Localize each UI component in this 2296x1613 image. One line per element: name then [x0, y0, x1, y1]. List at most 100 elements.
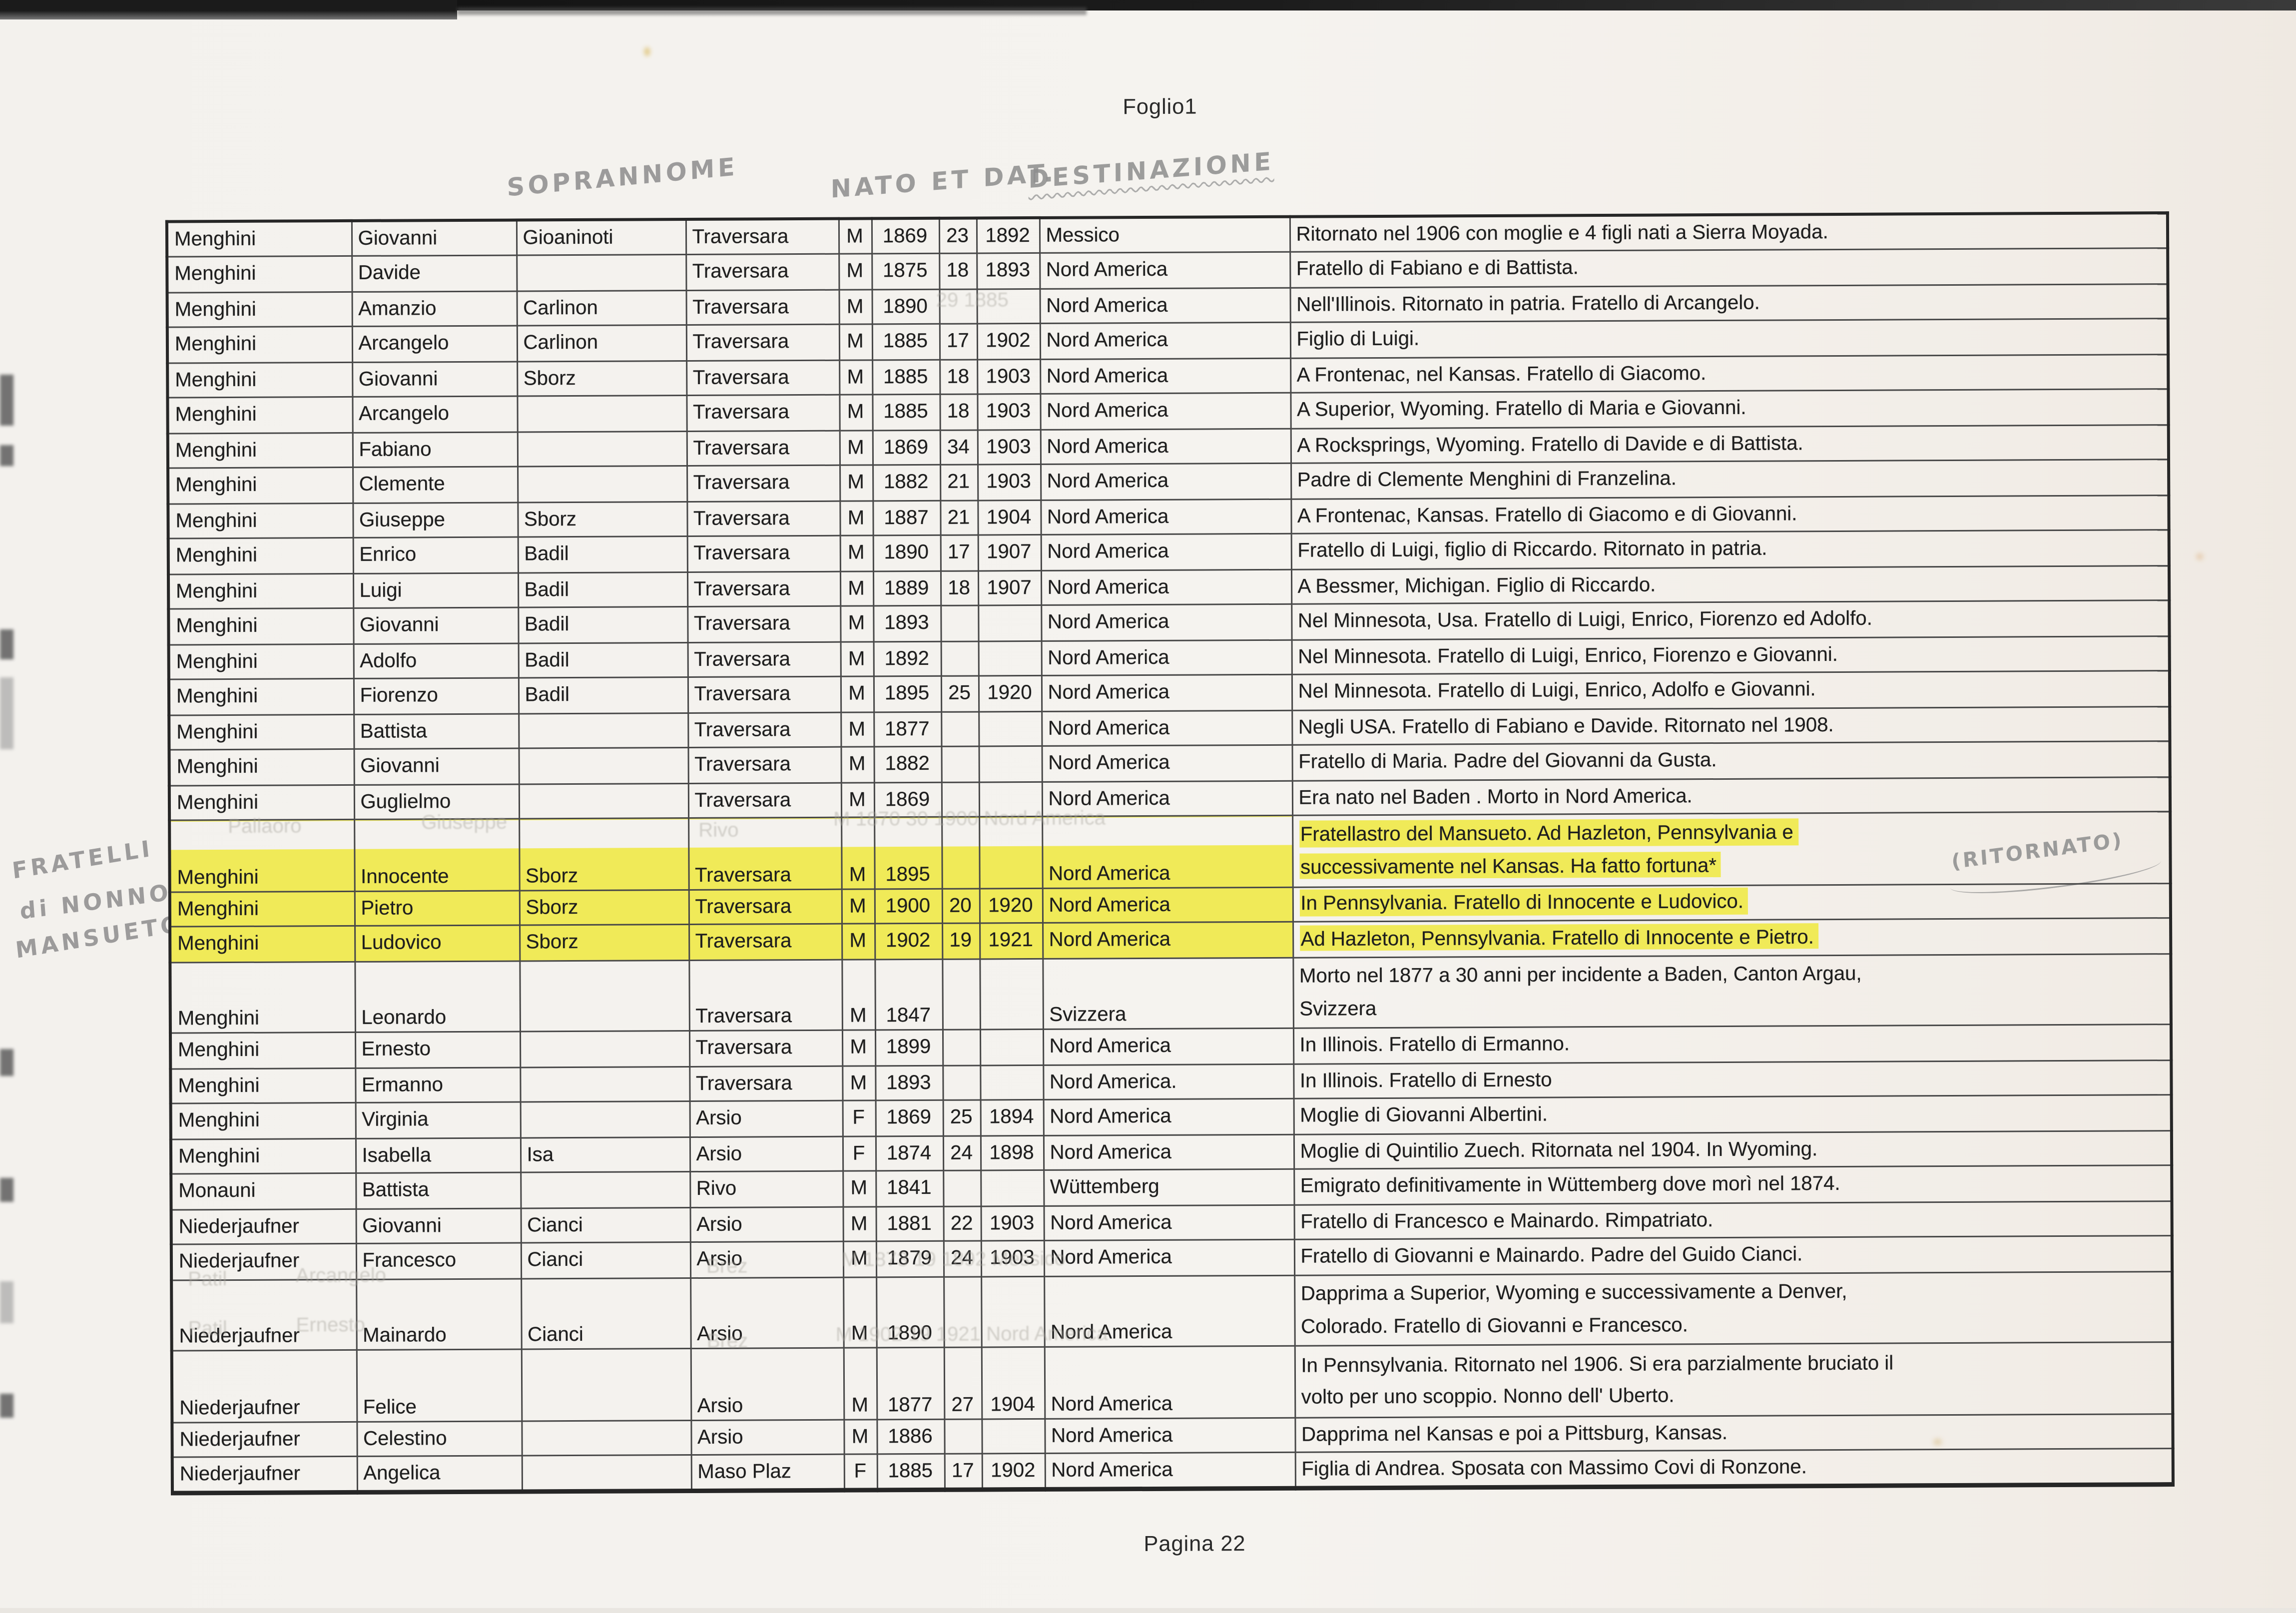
cell-age: 17 — [940, 535, 978, 570]
cell-year: 1903 — [977, 394, 1040, 430]
cell-age — [941, 711, 979, 747]
note-text: In Illinois. Fratello di Ermanno. — [1299, 1033, 1570, 1057]
binder-mark — [0, 1178, 13, 1202]
cell-nick — [521, 1420, 691, 1456]
scanner-edge-corner — [0, 0, 457, 19]
cell-nick — [517, 395, 686, 432]
cell-sex: M — [840, 676, 874, 712]
cell-age: 18 — [939, 359, 977, 395]
cell-place: Traversara — [687, 711, 841, 748]
table-row: Niederjaufner Felice Arsio M 1877 27 1904 Nord … — [171, 1342, 2173, 1422]
cell-dest: Nord America — [1040, 463, 1291, 500]
cell-sex: M — [840, 641, 873, 677]
cell-age — [941, 746, 979, 782]
binder-mark — [0, 629, 13, 659]
note-text: Ad Hazleton, Pennsylvania. Fratello di I… — [1299, 923, 1818, 952]
cell-nick — [517, 466, 687, 502]
scanner-edge-shadow — [457, 7, 1087, 15]
cell-note: Moglie di Giovanni Albertini. — [1293, 1094, 2172, 1134]
bleedthrough-text: M 1873 19 1892 Messico — [841, 1247, 1066, 1271]
cell-name: Adolfo — [353, 642, 518, 679]
cell-sex: M — [839, 570, 873, 606]
cell-age: 21 — [940, 464, 978, 500]
cell-born: 1882 — [873, 746, 941, 782]
pencil-annotation-nato-et-dat: NATO ET DAT. — [830, 158, 1057, 204]
cell-sex: M — [839, 430, 873, 466]
cell-born: 1887 — [872, 500, 940, 536]
cell-nick: Badil — [517, 571, 687, 608]
cell-year: 1920 — [979, 887, 1043, 923]
cell-name: Ermanno — [355, 1067, 520, 1103]
cell-note: Padre di Clemente Menghini di Franzelina… — [1290, 459, 2169, 499]
cell-sex: M — [843, 1347, 877, 1419]
cell-nick: Carlinon — [516, 325, 686, 361]
cell-name: Virginia — [355, 1101, 520, 1138]
cell-sex: M — [840, 711, 874, 747]
cell-nick: Cianci — [520, 1242, 690, 1278]
bleedthrough-text: Arcangelo — [296, 1263, 387, 1287]
cell-surname: Menghini — [169, 713, 354, 750]
cell-sex: M — [841, 1030, 875, 1066]
cell-sex: M — [841, 959, 875, 1031]
cell-year: 1903 — [977, 358, 1040, 394]
note-text: successivamente nel Kansas. Ha fatto for… — [1298, 851, 1722, 879]
cell-nick — [519, 960, 689, 1032]
cell-place: Arsio — [689, 1100, 842, 1137]
sheet-title: Foglio1 — [1123, 95, 1197, 120]
cell-dest: Nord America — [1039, 322, 1290, 359]
cell-born: 1885 — [872, 359, 940, 395]
pencil-annotation-destinazione: DESTINAZIONE — [1028, 147, 1274, 194]
cell-note: Fratello di Francesco e Mainardo. Rimpat… — [1293, 1200, 2172, 1240]
cell-nick — [518, 783, 688, 819]
cell-age: 19 — [942, 923, 980, 959]
cell-surname: Menghini — [168, 538, 353, 574]
cell-year — [979, 1029, 1043, 1065]
note-text: Fratello di Luigi, figlio di Riccardo. R… — [1297, 537, 1767, 562]
cell-place: Traversara — [686, 359, 839, 396]
cell-born: 1885 — [871, 324, 940, 360]
cell-born: 1874 — [875, 1135, 943, 1171]
cell-sex: M — [838, 218, 872, 254]
cell-surname: Menghini — [168, 608, 353, 644]
note-text: Nell'Illinois. Ritornato in patria. Frat… — [1296, 290, 1760, 316]
cell-nick: Isa — [520, 1136, 690, 1172]
cell-name: Giovanni — [351, 220, 517, 256]
cell-name: Leonardo — [354, 960, 520, 1033]
cell-age: 22 — [943, 1205, 981, 1241]
cell-place: Traversara — [686, 500, 840, 537]
cell-note: Ad Hazleton, Pennsylvania. Fratello di I… — [1292, 918, 2171, 957]
note-text: Dapprima a Superior, Wyoming e successiv… — [1300, 1279, 1847, 1305]
cell-place: Traversara — [686, 395, 839, 431]
cell-age — [942, 1029, 980, 1065]
cell-year — [978, 710, 1042, 746]
cell-place: Traversara — [688, 888, 842, 925]
cell-born: 1885 — [872, 394, 940, 430]
cell-year — [980, 1064, 1043, 1100]
cell-note: A Bessmer, Michigan. Figlio di Riccardo. — [1290, 565, 2170, 604]
cell-note: Fratellastro del Mansueto. Ad Hazleton, … — [1292, 811, 2171, 887]
cell-name: Pietro — [354, 890, 520, 926]
page-number: Pagina 22 — [1144, 1533, 1246, 1558]
note-text: volto per uno scoppio. Nonno dell' Ubert… — [1301, 1384, 1675, 1408]
cell-name: Giovanni — [355, 1207, 521, 1244]
cell-name: Felice — [356, 1349, 522, 1421]
table-row: Niederjaufner Mainardo Cianci Arsio M 1890 Nor… — [171, 1271, 2173, 1351]
cell-nick: Sborz — [519, 924, 689, 961]
cell-sex: M — [839, 465, 873, 501]
cell-name: Giovanni — [352, 361, 517, 397]
cell-name: Ludovico — [354, 925, 520, 961]
cell-born: 1900 — [874, 888, 942, 924]
cell-note: Dapprima nel Kansas e poi a Pittsburg, K… — [1294, 1413, 2173, 1453]
cell-sex: M — [841, 923, 875, 959]
cell-born: 1869 — [872, 429, 940, 465]
binder-mark — [0, 1049, 13, 1076]
cell-name: Celestino — [356, 1420, 522, 1457]
cell-sex: M — [842, 1065, 875, 1101]
binder-mark — [0, 1394, 13, 1418]
note-text: Padre di Clemente Menghini di Franzelina… — [1297, 467, 1677, 492]
cell-age — [942, 958, 980, 1030]
cell-nick — [518, 712, 688, 748]
cell-place: Arsio — [690, 1419, 844, 1455]
cell-name: Luigi — [352, 572, 518, 608]
cell-sex: M — [839, 535, 873, 571]
